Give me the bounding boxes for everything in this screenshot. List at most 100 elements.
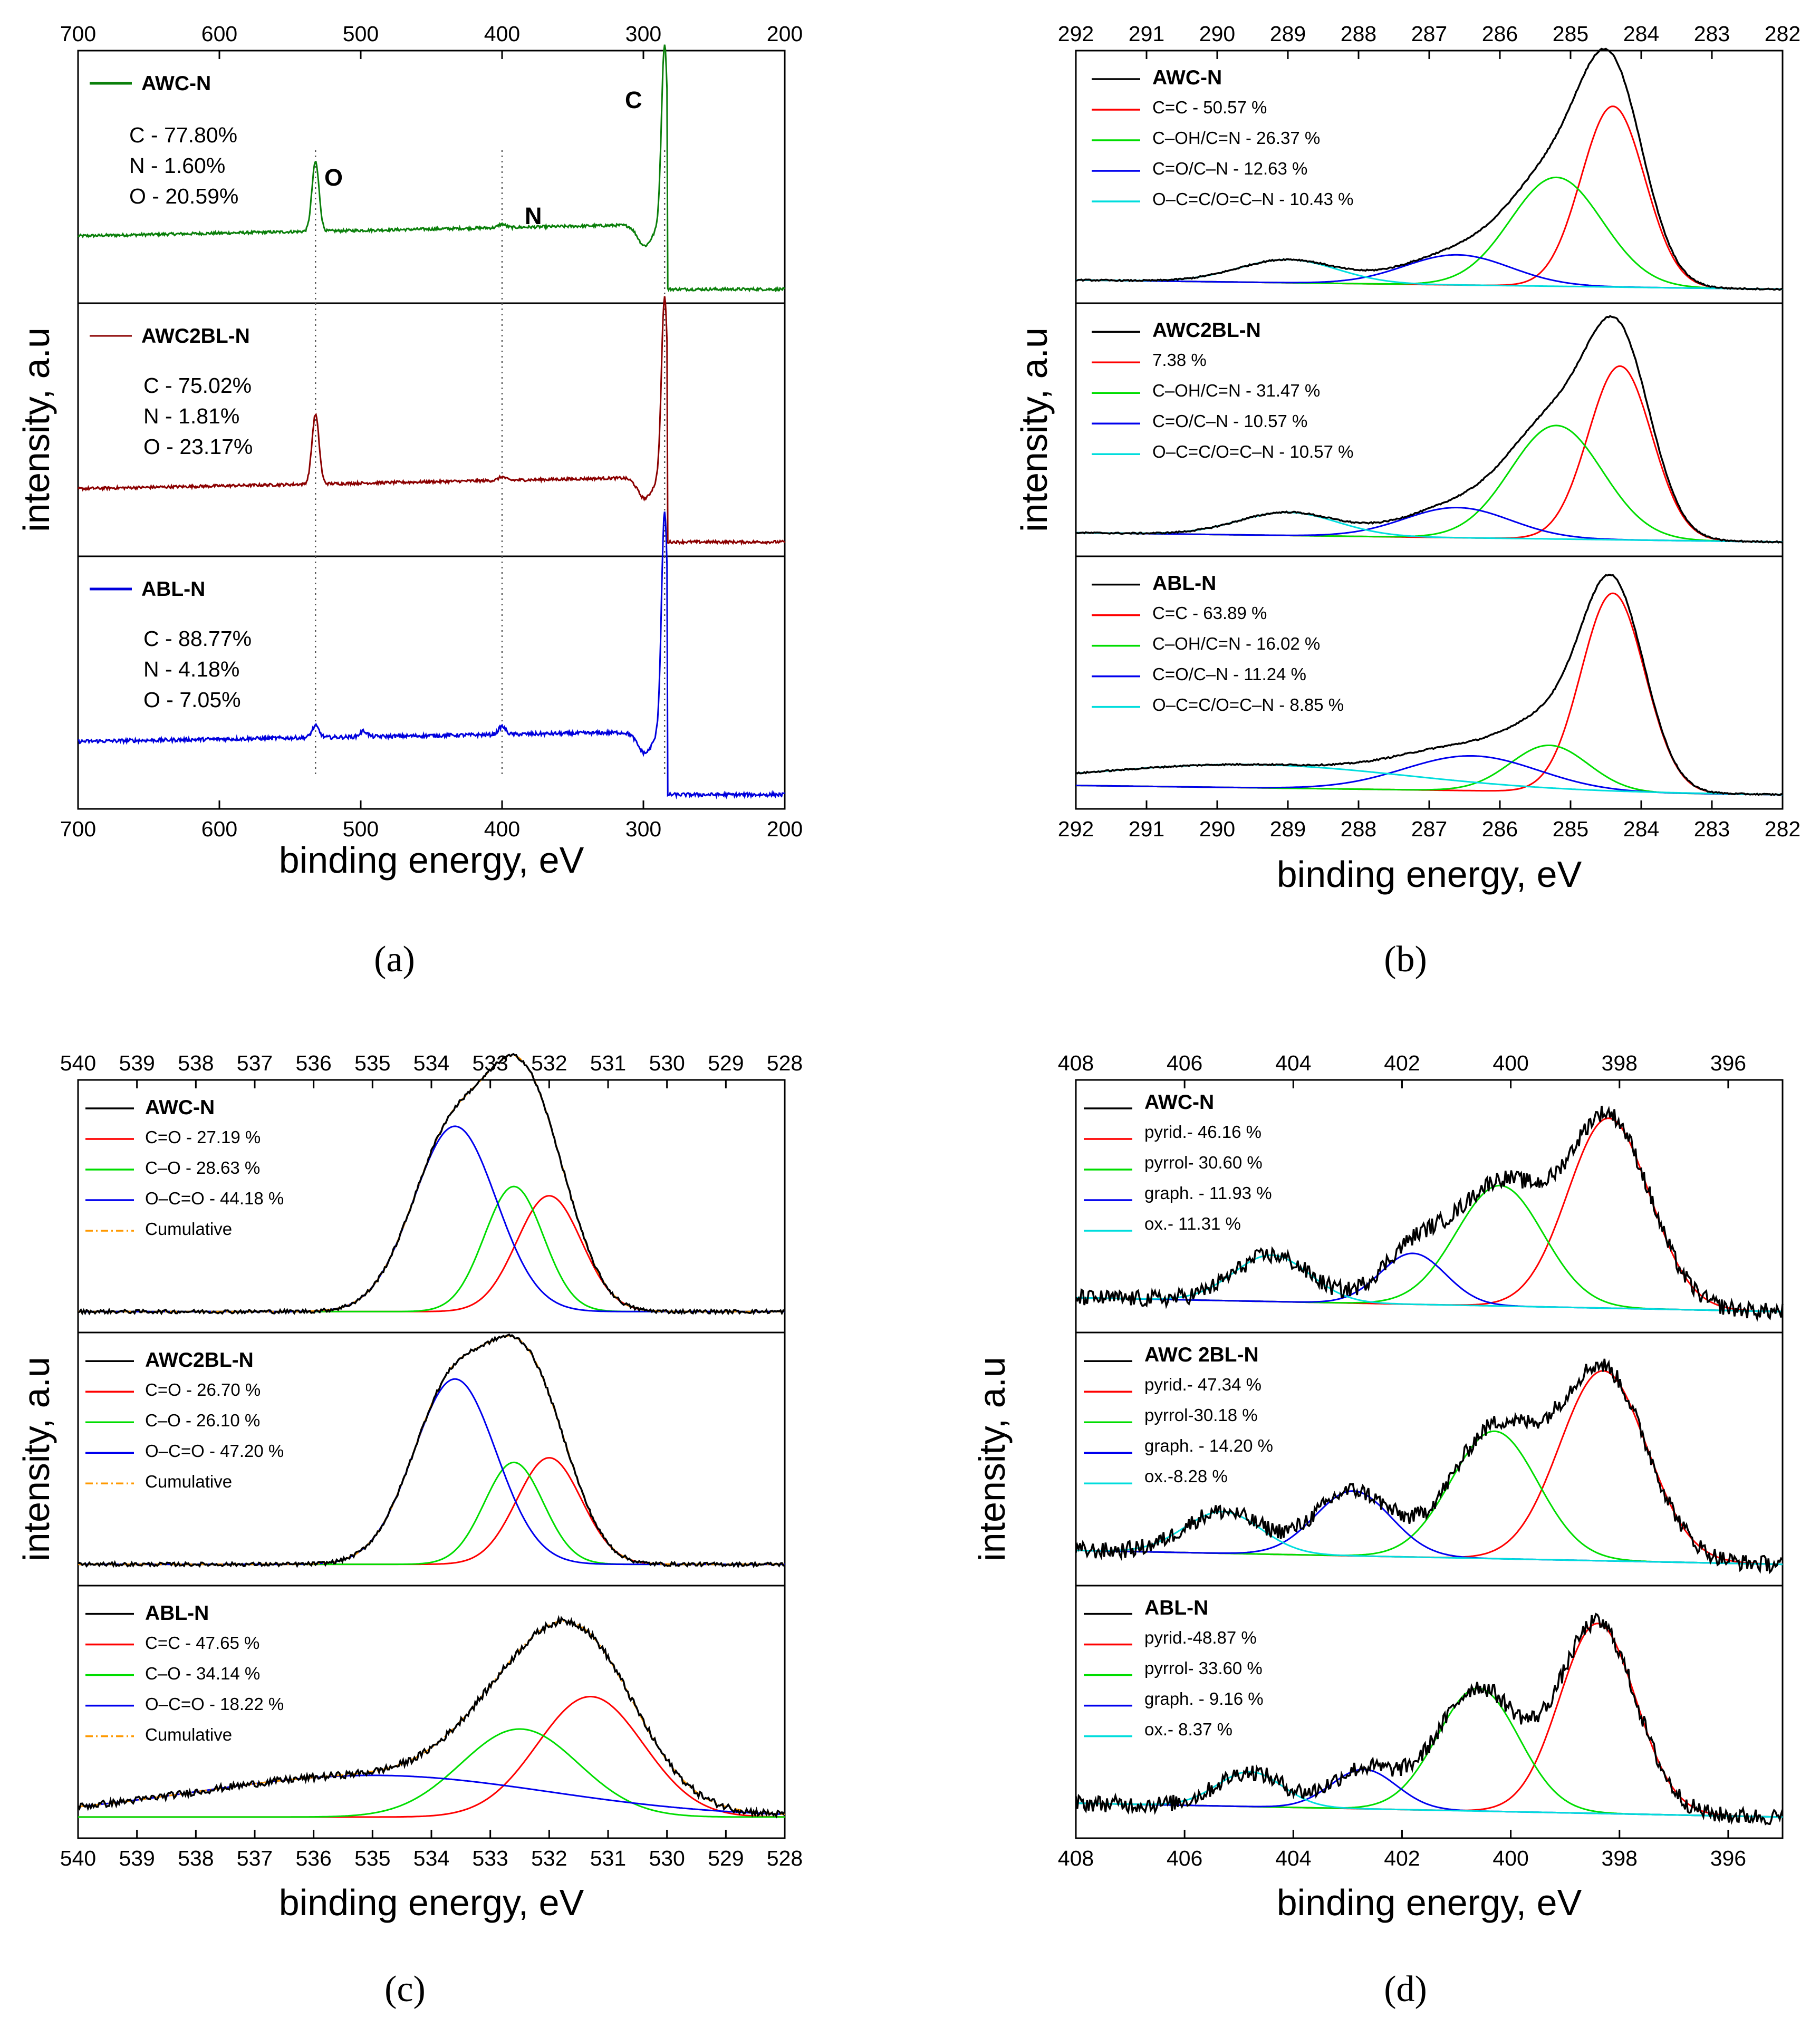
x-tick-label: 282 <box>1765 817 1800 841</box>
x-tick-label: 289 <box>1270 817 1306 841</box>
x-tick-label-top: 404 <box>1275 1051 1311 1075</box>
x-tick-label-top: 286 <box>1482 22 1518 46</box>
x-ticks: 292 292 291 291 290 290 289 289 288 288 287 287 286 2… <box>1058 22 1800 841</box>
legend-entry: graph. - 11.93 % <box>1144 1183 1272 1203</box>
n1s-curves <box>1075 1105 1784 1826</box>
x-tick-label-top: 533 <box>472 1051 508 1075</box>
x-tick-label: 532 <box>531 1846 567 1870</box>
x-tick-label-top: 290 <box>1199 22 1235 46</box>
x-tick-label: 406 <box>1167 1846 1202 1870</box>
legend-entry: ox.- 8.37 % <box>1144 1720 1232 1739</box>
x-tick-label-top: 402 <box>1384 1051 1420 1075</box>
component-curve <box>78 1696 785 1818</box>
o1s-legend: AWC-N C=O - 27.19 % C–O - 28.63 % O–C=O … <box>145 1096 284 1744</box>
subplot-title: AWC-N <box>145 1096 215 1119</box>
experimental-curve <box>78 1333 785 1569</box>
panel-b: 292 292 291 291 290 290 289 289 288 288 287 287 286 2… <box>1014 22 1800 980</box>
x-tick-label: 402 <box>1384 1846 1420 1870</box>
x-tick-label-top: 540 <box>60 1051 96 1075</box>
legend-entry: 7.38 % <box>1152 350 1207 370</box>
legend-entry: C=O - 27.19 % <box>145 1127 261 1147</box>
o1s-curves <box>77 1053 786 1819</box>
composition-line: N - 1.60% <box>129 153 225 178</box>
x-tick-label: 533 <box>472 1846 508 1870</box>
x-tick-label-top: 538 <box>178 1051 214 1075</box>
x-tick-label-top: 282 <box>1765 22 1800 46</box>
legend-entry: pyrid.- 47.34 % <box>1144 1375 1262 1394</box>
peak-label-n: N <box>525 202 542 229</box>
composition-line: O - 23.17% <box>143 435 253 459</box>
x-tick-label: 292 <box>1058 817 1094 841</box>
x-ticks: 408 408 406 406 404 404 402 402 400 400 398 398 396 3… <box>1058 1051 1746 1870</box>
subplot-title: AWC2BL-N <box>141 325 250 347</box>
composition-line: C - 88.77% <box>143 626 252 651</box>
x-tick-label: 500 <box>343 817 379 841</box>
legend-entry: C–O - 26.10 % <box>145 1411 260 1430</box>
legend-entry: pyrid.-48.87 % <box>1144 1628 1257 1647</box>
legend-entry: C=O/C–N - 10.57 % <box>1152 411 1307 431</box>
composition-text: C - 77.80% N - 1.60% O - 20.59% C - 75.0… <box>129 123 253 712</box>
x-tick-label: 539 <box>119 1846 155 1870</box>
subplot-title: AWC-N <box>141 72 211 95</box>
legend-entry: ox.- 11.31 % <box>1144 1214 1241 1233</box>
x-tick-label-top: 400 <box>1492 1051 1528 1075</box>
component-curve <box>78 1774 785 1816</box>
legend-entry: C=C - 50.57 % <box>1152 98 1267 117</box>
x-tick-label-top: 287 <box>1411 22 1447 46</box>
x-tick-label: 285 <box>1553 817 1588 841</box>
x-tick-label-top: 200 <box>767 22 803 46</box>
x-tick-label-top: 531 <box>590 1051 626 1075</box>
panel-c: 540 540 539 539 538 538 537 537 536 536 535 535 534 5… <box>16 1051 803 2010</box>
x-tick-label-top: 536 <box>295 1051 331 1075</box>
subplot-title: AWC-N <box>1144 1091 1214 1114</box>
c1s-curves <box>1075 47 1783 796</box>
x-ticks: 700 700 600 600 500 500 400 400 300 300 200 200 <box>60 22 803 841</box>
x-tick-label-top: 285 <box>1553 22 1588 46</box>
x-tick-label: 531 <box>590 1846 626 1870</box>
x-tick-label: 287 <box>1411 817 1447 841</box>
x-tick-label: 290 <box>1199 817 1235 841</box>
x-tick-label: 291 <box>1129 817 1164 841</box>
x-axis-label: binding energy, eV <box>279 1882 584 1923</box>
x-tick-label: 200 <box>767 817 803 841</box>
x-tick-label-top: 530 <box>649 1051 685 1075</box>
y-axis-label: intensity, a.u <box>1014 327 1055 532</box>
component-curve <box>78 1195 785 1312</box>
x-tick-label: 283 <box>1694 817 1730 841</box>
panel-label: (c) <box>384 1969 426 2010</box>
legend-entry: O–C=C/O=C–N - 10.43 % <box>1152 189 1354 209</box>
legend-entry: C=O/C–N - 12.63 % <box>1152 159 1307 178</box>
x-tick-label-top: 400 <box>484 22 520 46</box>
x-tick-label: 600 <box>201 817 237 841</box>
x-tick-label-top: 396 <box>1710 1051 1746 1075</box>
x-tick-label: 535 <box>354 1846 390 1870</box>
reference-lines <box>314 150 666 778</box>
x-tick-label-top: 537 <box>237 1051 273 1075</box>
legend-entry: ox.-8.28 % <box>1144 1466 1228 1486</box>
y-axis-label: intensity, a.u <box>16 327 57 532</box>
x-tick-label-top: 500 <box>343 22 379 46</box>
survey-curve <box>77 296 786 546</box>
composition-line: O - 20.59% <box>129 184 238 208</box>
experimental-curve <box>77 1615 786 1819</box>
panel-label: (a) <box>374 939 415 980</box>
c1s-legend: AWC-N C=C - 50.57 % C–OH/C=N - 26.37 % C… <box>1152 66 1354 714</box>
x-tick-label-top: 535 <box>354 1051 390 1075</box>
x-tick-label-top: 300 <box>625 22 661 46</box>
x-tick-label-top: 284 <box>1623 22 1659 46</box>
x-tick-label: 408 <box>1058 1846 1094 1870</box>
legend-entry: C–OH/C=N - 31.47 % <box>1152 381 1320 400</box>
legend-entry: C=O - 26.70 % <box>145 1380 261 1399</box>
composition-line: O - 7.05% <box>143 688 241 712</box>
component-curve <box>1076 1490 1783 1566</box>
subplot-title: AWC2BL-N <box>145 1349 254 1372</box>
x-tick-label: 530 <box>649 1846 685 1870</box>
experimental-curve <box>1075 1358 1783 1575</box>
legend-entry: pyrrol- 33.60 % <box>1144 1658 1263 1678</box>
x-axis-label: binding energy, eV <box>279 839 584 881</box>
x-tick-label: 288 <box>1341 817 1376 841</box>
component-curve <box>78 1728 785 1818</box>
legend-entry: graph. - 14.20 % <box>1144 1436 1273 1455</box>
peak-labels: O N C <box>324 86 642 229</box>
